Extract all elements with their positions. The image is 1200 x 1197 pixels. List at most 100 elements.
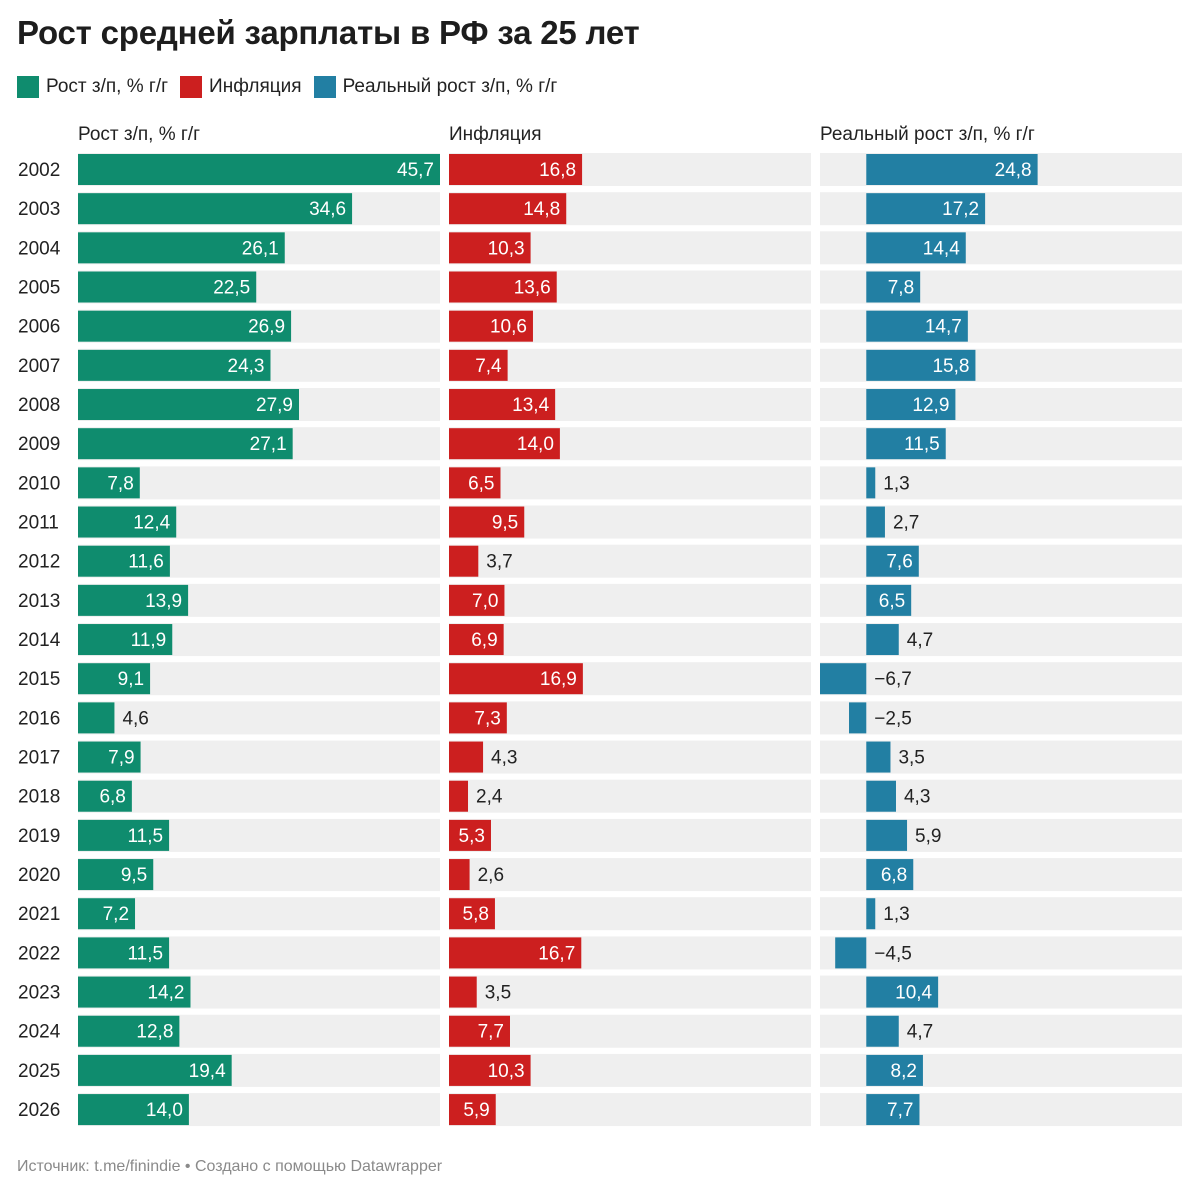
data-label-0-2010: 7,8 (107, 473, 133, 494)
row-background-1-2014 (449, 623, 811, 657)
data-label-2-2005: 7,8 (888, 278, 914, 299)
bar-1-2007 (449, 349, 508, 381)
bar-1-2012 (449, 545, 479, 577)
bar-0-2025 (78, 1054, 232, 1086)
bar-2-2010 (866, 467, 876, 499)
data-label-1-2022: 16,7 (538, 943, 575, 964)
row-background-1-2018 (449, 779, 811, 813)
column-header-0: Рост з/п, % г/г (78, 124, 200, 145)
year-label-2021: 2021 (18, 904, 60, 925)
bar-2-2005 (866, 271, 921, 303)
data-label-0-2020: 9,5 (121, 865, 147, 886)
data-label-1-2010: 6,5 (468, 473, 494, 494)
data-label-2-2015: −6,7 (874, 669, 912, 690)
bar-2-2015 (820, 663, 867, 695)
bar-0-2022 (78, 937, 170, 969)
bar-1-2017 (449, 741, 484, 773)
data-label-1-2025: 10,3 (488, 1061, 525, 1082)
bar-2-2024 (866, 1015, 899, 1047)
bar-0-2007 (78, 349, 271, 381)
bar-1-2022 (449, 937, 582, 969)
year-label-2008: 2008 (18, 395, 60, 416)
data-label-1-2024: 7,7 (478, 1022, 504, 1043)
bar-2-2009 (866, 428, 946, 460)
data-label-1-2009: 14,0 (517, 434, 554, 455)
data-label-2-2014: 4,7 (907, 630, 933, 651)
bar-2-2006 (866, 310, 968, 342)
bar-1-2006 (449, 310, 533, 342)
bar-0-2024 (78, 1015, 180, 1047)
row-background-1-2026 (449, 1093, 811, 1127)
data-label-2-2020: 6,8 (881, 865, 907, 886)
data-label-0-2007: 24,3 (228, 356, 265, 377)
row-background-1-2016 (449, 701, 811, 735)
bar-1-2014 (449, 624, 504, 656)
data-label-0-2002: 45,7 (397, 160, 434, 181)
row-background-2-2010 (820, 466, 1182, 500)
bar-0-2002 (78, 154, 440, 185)
bar-2-2003 (866, 193, 986, 225)
data-label-2-2004: 14,4 (923, 238, 960, 259)
bar-1-2009 (449, 428, 560, 460)
year-label-2024: 2024 (18, 1022, 61, 1043)
row-background-1-2017 (449, 740, 811, 774)
year-label-2006: 2006 (18, 317, 60, 338)
bar-2-2016 (849, 702, 867, 734)
data-label-1-2019: 5,3 (459, 826, 485, 847)
year-label-2007: 2007 (18, 356, 60, 377)
bar-1-2020 (449, 859, 470, 891)
data-label-0-2012: 11,6 (128, 552, 164, 573)
year-label-2022: 2022 (18, 943, 60, 964)
legend-item-real-growth: Реальный рост з/п, % г/г (313, 76, 557, 98)
bar-2-2008 (866, 389, 956, 421)
row-background-1-2007 (449, 348, 811, 382)
row-background-2-2016 (820, 701, 1182, 735)
bar-2-2017 (866, 741, 891, 773)
data-label-1-2002: 16,8 (539, 160, 576, 181)
year-label-2002: 2002 (18, 160, 60, 181)
bar-1-2015 (449, 663, 583, 695)
data-label-2-2013: 6,5 (879, 591, 905, 612)
data-label-1-2005: 13,6 (514, 278, 551, 299)
bar-1-2021 (449, 898, 495, 930)
data-label-0-2026: 14,0 (146, 1100, 183, 1121)
data-label-0-2015: 9,1 (118, 669, 144, 690)
bar-2-2021 (866, 898, 876, 930)
row-background-2-2022 (820, 936, 1182, 970)
bar-0-2008 (78, 389, 300, 421)
bar-2-2022 (835, 937, 867, 969)
bar-1-2018 (449, 780, 469, 812)
data-label-1-2012: 3,7 (486, 552, 512, 573)
row-background-2-2021 (820, 897, 1182, 931)
bar-0-2006 (78, 310, 292, 342)
data-label-2-2024: 4,7 (907, 1022, 933, 1043)
data-label-0-2024: 12,8 (136, 1022, 173, 1043)
legend-swatch-inflation (180, 76, 203, 98)
data-label-0-2004: 26,1 (242, 238, 279, 259)
data-label-2-2009: 11,5 (904, 434, 940, 455)
bar-1-2008 (449, 389, 556, 421)
data-label-2-2011: 2,7 (893, 513, 919, 534)
year-label-2017: 2017 (18, 748, 60, 769)
row-background-1-2023 (449, 975, 811, 1009)
bar-2-2018 (866, 780, 896, 812)
data-label-2-2003: 17,2 (942, 199, 979, 220)
data-label-0-2017: 7,9 (108, 748, 134, 769)
bar-2-2020 (866, 859, 914, 891)
data-label-2-2012: 7,6 (886, 552, 912, 573)
row-background-1-2021 (449, 897, 811, 931)
data-label-1-2006: 10,6 (490, 317, 527, 338)
bar-1-2024 (449, 1015, 510, 1047)
bar-0-2011 (78, 506, 177, 538)
data-label-0-2003: 34,6 (309, 199, 346, 220)
year-label-2015: 2015 (18, 669, 60, 690)
data-label-2-2006: 14,7 (925, 317, 962, 338)
row-background-1-2013 (449, 583, 811, 617)
bar-2-2007 (866, 349, 976, 381)
year-label-2014: 2014 (18, 630, 61, 651)
row-background-0-2021 (78, 897, 440, 931)
data-label-1-2020: 2,6 (478, 865, 504, 886)
data-label-0-2025: 19,4 (189, 1061, 226, 1082)
year-label-2020: 2020 (18, 865, 60, 886)
data-label-1-2014: 6,9 (471, 630, 497, 651)
